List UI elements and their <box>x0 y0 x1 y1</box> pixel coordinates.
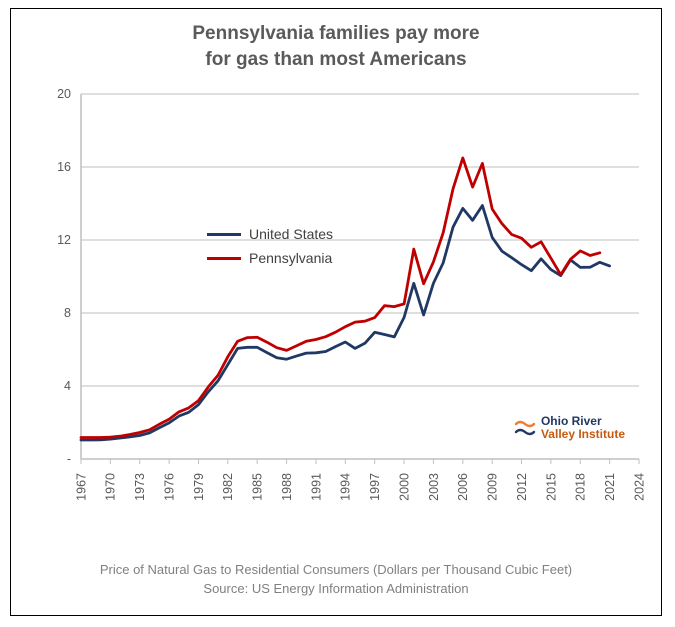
svg-text:-: - <box>67 452 71 466</box>
svg-text:16: 16 <box>57 160 71 174</box>
svg-text:1970: 1970 <box>104 473 118 501</box>
chart-caption: Price of Natural Gas to Residential Cons… <box>11 561 661 599</box>
legend-item: Pennsylvania <box>207 250 333 266</box>
svg-text:2021: 2021 <box>603 473 617 501</box>
svg-text:1976: 1976 <box>162 473 176 501</box>
svg-text:1991: 1991 <box>309 473 323 501</box>
org-logo: Ohio River Valley Institute <box>514 415 625 440</box>
logo-text: Ohio River Valley Institute <box>541 415 625 440</box>
chart-svg: - 4 8 12 16 20 1967 1970 1973 1976 1979 1982 1985 198… <box>11 9 663 617</box>
svg-text:2018: 2018 <box>574 473 588 501</box>
legend: United States Pennsylvania <box>207 226 333 274</box>
chart-frame: Pennsylvania families pay more for gas t… <box>10 8 662 616</box>
svg-text:1985: 1985 <box>251 473 265 501</box>
legend-swatch <box>207 257 241 260</box>
legend-swatch <box>207 233 241 236</box>
svg-text:2009: 2009 <box>486 473 500 501</box>
svg-text:4: 4 <box>64 379 71 393</box>
svg-text:2015: 2015 <box>544 473 558 501</box>
outer-container: Pennsylvania families pay more for gas t… <box>0 0 675 627</box>
svg-text:1988: 1988 <box>280 473 294 501</box>
legend-label: Pennsylvania <box>249 250 332 266</box>
svg-text:2006: 2006 <box>456 473 470 501</box>
svg-text:2012: 2012 <box>515 473 529 501</box>
logo-mark-icon <box>514 417 536 439</box>
chart-plot-area: - 4 8 12 16 20 1967 1970 1973 1976 1979 1982 1985 198… <box>11 9 661 615</box>
svg-text:8: 8 <box>64 306 71 320</box>
svg-text:12: 12 <box>57 233 71 247</box>
legend-label: United States <box>249 226 333 242</box>
svg-text:1997: 1997 <box>368 473 382 501</box>
caption-line2: Source: US Energy Information Administra… <box>203 581 468 596</box>
svg-text:1994: 1994 <box>339 473 353 501</box>
svg-text:20: 20 <box>57 87 71 101</box>
svg-text:2003: 2003 <box>427 473 441 501</box>
svg-text:1982: 1982 <box>221 473 235 501</box>
svg-text:2024: 2024 <box>632 473 646 501</box>
svg-text:1973: 1973 <box>133 473 147 501</box>
svg-text:1967: 1967 <box>74 473 88 501</box>
svg-text:2000: 2000 <box>397 473 411 501</box>
caption-line1: Price of Natural Gas to Residential Cons… <box>100 562 572 577</box>
logo-line2: Valley Institute <box>541 427 625 441</box>
svg-text:1979: 1979 <box>192 473 206 501</box>
legend-item: United States <box>207 226 333 242</box>
